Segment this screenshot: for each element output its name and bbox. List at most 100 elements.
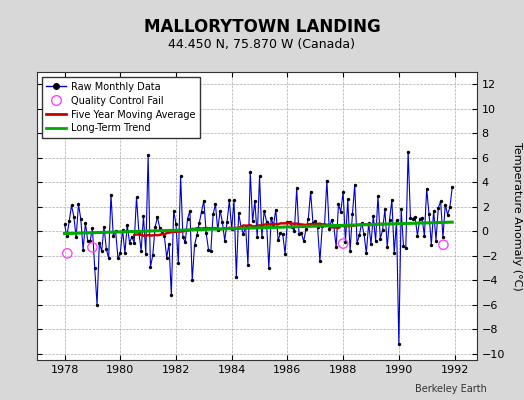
Point bbox=[443, 212, 452, 218]
Point bbox=[102, 246, 111, 252]
Point bbox=[292, 185, 301, 192]
Point bbox=[63, 250, 71, 256]
Point bbox=[416, 216, 424, 222]
Point bbox=[195, 220, 203, 227]
Point bbox=[263, 218, 271, 225]
Point bbox=[432, 237, 440, 244]
Point bbox=[420, 233, 429, 239]
Point bbox=[323, 177, 331, 184]
Point bbox=[204, 246, 213, 253]
Point bbox=[255, 173, 264, 179]
Point bbox=[441, 202, 450, 208]
Point bbox=[165, 240, 173, 247]
Point bbox=[86, 238, 94, 244]
Point bbox=[388, 197, 396, 203]
Point bbox=[237, 224, 245, 230]
Point bbox=[202, 230, 210, 236]
Point bbox=[133, 194, 141, 200]
Point bbox=[281, 251, 289, 257]
Point bbox=[139, 213, 148, 219]
Point bbox=[221, 238, 229, 244]
Point bbox=[135, 228, 143, 235]
Point bbox=[181, 239, 190, 246]
Point bbox=[309, 220, 317, 226]
Point bbox=[130, 239, 138, 246]
Y-axis label: Temperature Anomaly (°C): Temperature Anomaly (°C) bbox=[512, 142, 522, 290]
Point bbox=[374, 193, 382, 199]
Point bbox=[313, 224, 322, 231]
Point bbox=[357, 220, 366, 226]
Point bbox=[248, 218, 257, 225]
Point bbox=[65, 218, 73, 225]
Point bbox=[211, 201, 220, 207]
Point bbox=[116, 250, 124, 256]
Point bbox=[439, 242, 447, 248]
Point bbox=[63, 233, 71, 239]
Point bbox=[125, 240, 134, 246]
Point bbox=[283, 218, 291, 225]
Point bbox=[246, 169, 255, 176]
Point bbox=[214, 227, 222, 234]
Point bbox=[355, 232, 364, 238]
Point bbox=[376, 236, 385, 242]
Point bbox=[146, 264, 155, 270]
Point bbox=[223, 219, 231, 225]
Point bbox=[162, 254, 171, 261]
Point bbox=[395, 341, 403, 347]
Point bbox=[279, 231, 287, 238]
Point bbox=[227, 226, 236, 232]
Point bbox=[112, 228, 120, 234]
Text: MALLORYTOWN LANDING: MALLORYTOWN LANDING bbox=[144, 18, 380, 36]
Point bbox=[177, 173, 185, 179]
Point bbox=[242, 223, 250, 230]
Point bbox=[230, 196, 238, 203]
Point bbox=[114, 255, 122, 261]
Point bbox=[353, 240, 361, 246]
Point bbox=[409, 216, 417, 222]
Point bbox=[141, 250, 150, 257]
Point bbox=[360, 231, 368, 237]
Point bbox=[390, 250, 398, 256]
Point bbox=[88, 244, 96, 250]
Point bbox=[288, 224, 296, 230]
Point bbox=[334, 201, 343, 208]
Point bbox=[346, 248, 354, 254]
Point bbox=[137, 248, 145, 254]
Point bbox=[302, 226, 310, 232]
Point bbox=[381, 206, 389, 212]
Point bbox=[225, 197, 234, 204]
Point bbox=[67, 202, 75, 208]
Point bbox=[385, 216, 394, 223]
Point bbox=[104, 255, 113, 261]
Point bbox=[190, 242, 199, 248]
Point bbox=[446, 204, 454, 210]
Point bbox=[193, 232, 201, 238]
Point bbox=[344, 196, 352, 203]
Point bbox=[404, 148, 412, 155]
Point bbox=[144, 152, 152, 158]
Point bbox=[290, 228, 299, 234]
Point bbox=[434, 205, 442, 211]
Point bbox=[198, 208, 206, 215]
Point bbox=[297, 230, 305, 236]
Text: Berkeley Earth: Berkeley Earth bbox=[416, 384, 487, 394]
Point bbox=[206, 248, 215, 254]
Point bbox=[253, 234, 261, 240]
Point bbox=[332, 244, 341, 250]
Point bbox=[271, 206, 280, 213]
Point bbox=[299, 238, 308, 244]
Point bbox=[307, 188, 315, 195]
Point bbox=[339, 240, 347, 247]
Point bbox=[216, 207, 224, 214]
Point bbox=[185, 208, 194, 214]
Point bbox=[209, 211, 217, 218]
Point bbox=[436, 198, 445, 204]
Point bbox=[93, 302, 101, 308]
Point bbox=[160, 233, 169, 239]
Point bbox=[100, 223, 108, 230]
Point bbox=[167, 292, 176, 298]
Point bbox=[91, 265, 99, 271]
Legend: Raw Monthly Data, Quality Control Fail, Five Year Moving Average, Long-Term Tren: Raw Monthly Data, Quality Control Fail, … bbox=[41, 77, 200, 138]
Point bbox=[304, 216, 312, 222]
Point bbox=[128, 234, 136, 240]
